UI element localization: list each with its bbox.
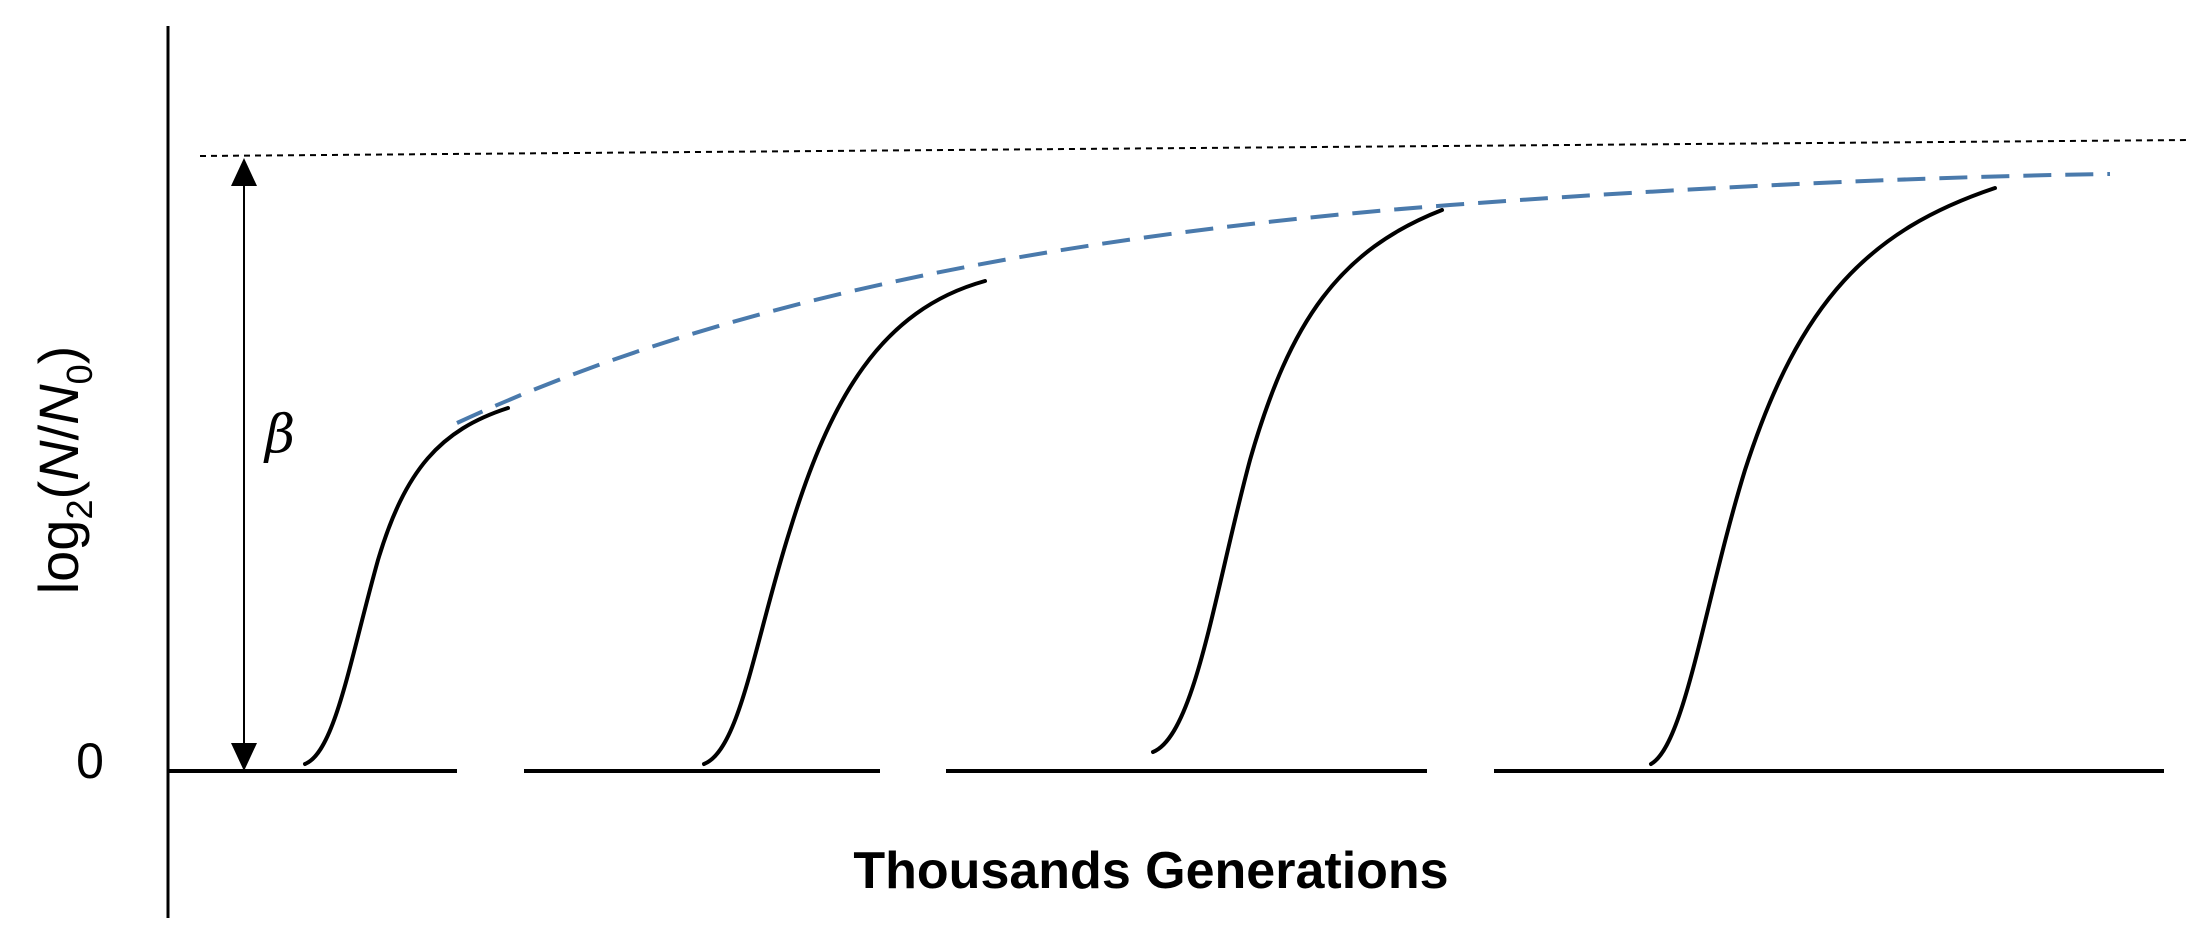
y-label-log: log [27, 520, 90, 595]
y-label-slash: / [27, 424, 90, 440]
y-label-numerator: N [27, 440, 90, 481]
y-label-log-subscript: 2 [59, 500, 100, 520]
y-axis-label: log2(N/N0) [27, 346, 100, 595]
x-axis-label: Thousands Generations [853, 842, 1448, 900]
growth-curve-3 [1151, 208, 1444, 754]
growth-curves [303, 186, 1997, 766]
beta-label: β [263, 405, 295, 465]
arrow-head-down [231, 743, 257, 771]
beta-arrow [231, 158, 257, 771]
growth-curve-2 [702, 279, 987, 766]
zero-tick-label: 0 [76, 733, 104, 789]
y-label-open-paren: ( [27, 481, 90, 500]
y-label-close-paren: ) [27, 346, 90, 365]
y-label-denominator-subscript: 0 [59, 364, 100, 384]
growth-curve-1 [303, 406, 510, 766]
growth-curve-4 [1649, 186, 1997, 766]
svg-text:log2(N/N0): log2(N/N0) [27, 346, 100, 595]
arrow-head-up [231, 158, 257, 186]
envelope-curve [456, 172, 2111, 425]
y-label-denominator: N [27, 384, 90, 425]
asymptote-line [199, 139, 2191, 157]
